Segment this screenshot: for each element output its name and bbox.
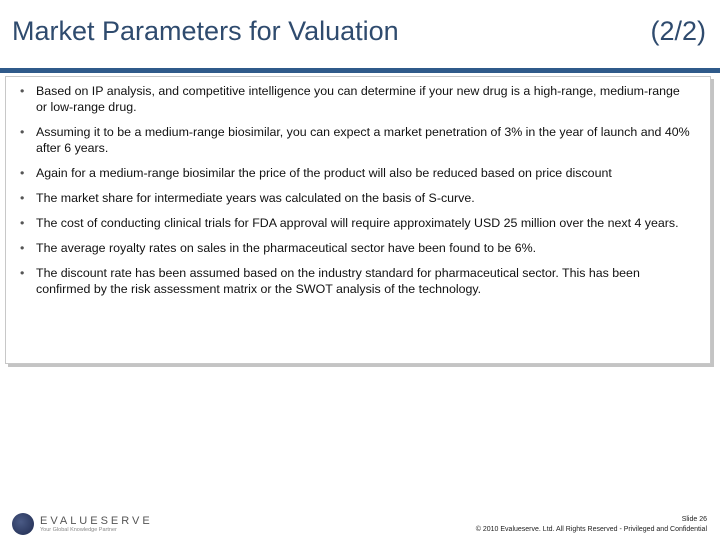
copyright: © 2010 Evalueserve. Ltd. All Rights Rese…: [475, 526, 707, 533]
bullet-item: The market share for intermediate years …: [20, 190, 690, 206]
page-title: Market Parameters for Valuation: [12, 16, 399, 46]
logo-name: EVALUESERVE: [40, 515, 153, 527]
slide-number: Slide 26: [681, 516, 707, 523]
footer: Slide 26 © 2010 Evalueserve. Ltd. All Ri…: [476, 515, 707, 535]
bullet-item: The cost of conducting clinical trials f…: [20, 215, 690, 231]
page-part-indicator: (2/2): [650, 16, 706, 46]
bullet-item: The discount rate has been assumed based…: [20, 265, 690, 297]
logo-tagline: Your Global Knowledge Partner: [40, 527, 117, 533]
evalueserve-logo: EVALUESERVE Your Global Knowledge Partne…: [12, 513, 153, 535]
title-divider: [0, 68, 720, 73]
content-box: Based on IP analysis, and competitive in…: [5, 76, 711, 364]
bullet-item: Assuming it to be a medium-range biosimi…: [20, 124, 690, 156]
bullet-item: Again for a medium-range biosimilar the …: [20, 165, 690, 181]
bullet-item: Based on IP analysis, and competitive in…: [20, 83, 690, 115]
globe-icon: [12, 513, 34, 535]
bullet-list: Based on IP analysis, and competitive in…: [6, 77, 710, 297]
bullet-item: The average royalty rates on sales in th…: [20, 240, 690, 256]
